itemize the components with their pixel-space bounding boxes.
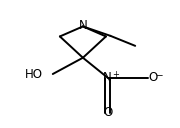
Text: N: N <box>103 71 112 84</box>
Text: −: − <box>155 70 163 79</box>
Text: O: O <box>103 106 112 119</box>
Text: +: + <box>112 70 119 79</box>
Text: O: O <box>148 71 158 84</box>
Text: N: N <box>78 19 87 32</box>
Text: HO: HO <box>25 68 43 81</box>
